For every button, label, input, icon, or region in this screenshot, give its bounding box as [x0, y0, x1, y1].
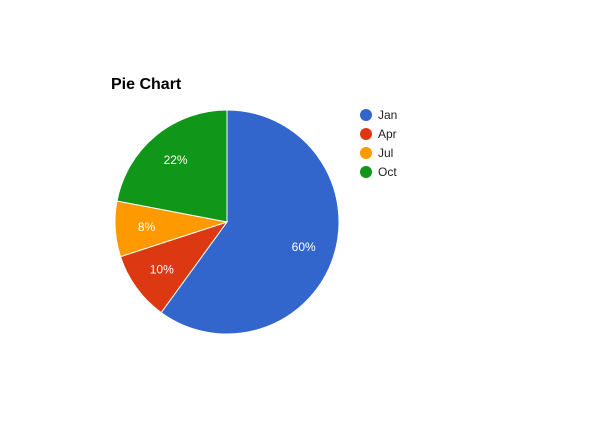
legend-swatch-apr: [360, 128, 372, 140]
pie-slice-oct: [116, 109, 228, 223]
legend-swatch-jan: [360, 109, 372, 121]
legend-label-jul: Jul: [378, 146, 393, 160]
slice-label-oct: 22%: [164, 153, 188, 167]
legend-item-jan: Jan: [360, 108, 397, 122]
slice-label-jan: 60%: [292, 240, 316, 254]
slice-label-jul: 8%: [138, 220, 156, 234]
legend-swatch-jul: [360, 147, 372, 159]
chart-title: Pie Chart: [111, 76, 182, 93]
pie-slices: [114, 109, 340, 335]
legend-label-oct: Oct: [378, 165, 397, 179]
pie-slice-jan: [160, 109, 340, 335]
legend-item-jul: Jul: [360, 146, 393, 160]
legend-swatch-oct: [360, 166, 372, 178]
slice-label-apr: 10%: [150, 262, 174, 276]
legend-item-apr: Apr: [360, 127, 397, 141]
chart-legend: Jan Apr Jul Oct: [360, 108, 397, 179]
legend-label-apr: Apr: [378, 127, 397, 141]
legend-label-jan: Jan: [378, 108, 397, 122]
pie-slice-labels: 60% 10% 8% 22%: [138, 153, 316, 277]
legend-item-oct: Oct: [360, 165, 397, 179]
